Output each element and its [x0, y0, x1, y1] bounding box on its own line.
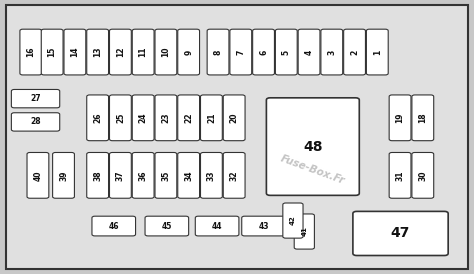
- FancyBboxPatch shape: [109, 95, 131, 141]
- FancyBboxPatch shape: [92, 216, 136, 236]
- Text: 47: 47: [391, 226, 410, 241]
- Text: 36: 36: [139, 170, 147, 181]
- Text: 35: 35: [162, 170, 170, 181]
- Text: 31: 31: [396, 170, 404, 181]
- Text: 8: 8: [214, 49, 222, 55]
- FancyBboxPatch shape: [155, 29, 177, 75]
- Text: 45: 45: [162, 222, 172, 230]
- Text: 25: 25: [116, 113, 125, 123]
- Text: 46: 46: [109, 222, 119, 230]
- Text: 22: 22: [184, 113, 193, 123]
- Text: 12: 12: [116, 47, 125, 57]
- FancyBboxPatch shape: [412, 152, 434, 198]
- FancyBboxPatch shape: [132, 29, 154, 75]
- FancyBboxPatch shape: [53, 152, 74, 198]
- FancyBboxPatch shape: [11, 113, 60, 131]
- FancyBboxPatch shape: [266, 98, 359, 195]
- Text: 7: 7: [237, 49, 245, 55]
- FancyBboxPatch shape: [145, 216, 189, 236]
- FancyBboxPatch shape: [178, 152, 200, 198]
- FancyBboxPatch shape: [109, 152, 131, 198]
- Text: 5: 5: [282, 50, 291, 55]
- Text: Fuse-Box.Fr: Fuse-Box.Fr: [279, 154, 346, 186]
- Text: 11: 11: [139, 47, 147, 57]
- FancyBboxPatch shape: [253, 29, 274, 75]
- Text: 43: 43: [258, 222, 269, 230]
- FancyBboxPatch shape: [155, 95, 177, 141]
- FancyBboxPatch shape: [207, 29, 229, 75]
- FancyBboxPatch shape: [223, 95, 245, 141]
- FancyBboxPatch shape: [353, 212, 448, 255]
- Text: 27: 27: [30, 94, 41, 103]
- Text: 40: 40: [34, 170, 42, 181]
- FancyBboxPatch shape: [195, 216, 239, 236]
- Text: 30: 30: [419, 170, 427, 181]
- Text: 9: 9: [184, 49, 193, 55]
- Text: 20: 20: [230, 113, 238, 123]
- FancyBboxPatch shape: [230, 29, 252, 75]
- Text: 48: 48: [303, 139, 323, 154]
- Text: 10: 10: [162, 47, 170, 57]
- Text: 14: 14: [71, 47, 79, 57]
- Text: 15: 15: [48, 47, 56, 57]
- Text: 42: 42: [290, 216, 296, 226]
- Text: 26: 26: [93, 113, 102, 123]
- Text: 41: 41: [301, 227, 307, 236]
- FancyBboxPatch shape: [64, 29, 86, 75]
- Text: 23: 23: [162, 113, 170, 123]
- Text: 13: 13: [93, 47, 102, 57]
- FancyBboxPatch shape: [155, 152, 177, 198]
- FancyBboxPatch shape: [178, 29, 200, 75]
- FancyBboxPatch shape: [87, 152, 109, 198]
- FancyBboxPatch shape: [27, 152, 49, 198]
- Text: 2: 2: [350, 49, 359, 55]
- Text: 33: 33: [207, 170, 216, 181]
- FancyBboxPatch shape: [201, 95, 222, 141]
- FancyBboxPatch shape: [412, 95, 434, 141]
- FancyBboxPatch shape: [201, 152, 222, 198]
- FancyBboxPatch shape: [41, 29, 63, 75]
- Text: 44: 44: [212, 222, 222, 230]
- Text: 39: 39: [59, 170, 68, 181]
- FancyBboxPatch shape: [389, 152, 411, 198]
- FancyBboxPatch shape: [87, 29, 109, 75]
- FancyBboxPatch shape: [11, 90, 60, 108]
- FancyBboxPatch shape: [87, 95, 109, 141]
- Text: 21: 21: [207, 113, 216, 123]
- Text: 1: 1: [373, 49, 382, 55]
- Text: 37: 37: [116, 170, 125, 181]
- FancyBboxPatch shape: [20, 29, 42, 75]
- FancyBboxPatch shape: [298, 29, 320, 75]
- Text: 4: 4: [305, 49, 313, 55]
- Text: 3: 3: [328, 49, 336, 55]
- FancyBboxPatch shape: [275, 29, 297, 75]
- FancyBboxPatch shape: [132, 152, 154, 198]
- FancyBboxPatch shape: [283, 203, 303, 238]
- FancyBboxPatch shape: [389, 95, 411, 141]
- FancyBboxPatch shape: [344, 29, 365, 75]
- FancyBboxPatch shape: [178, 95, 200, 141]
- Text: 28: 28: [30, 118, 41, 126]
- FancyBboxPatch shape: [366, 29, 388, 75]
- FancyBboxPatch shape: [132, 95, 154, 141]
- FancyBboxPatch shape: [321, 29, 343, 75]
- FancyBboxPatch shape: [294, 214, 314, 249]
- Text: 24: 24: [139, 113, 147, 123]
- Text: 38: 38: [93, 170, 102, 181]
- FancyBboxPatch shape: [223, 152, 245, 198]
- FancyBboxPatch shape: [242, 216, 285, 236]
- Text: 32: 32: [230, 170, 238, 181]
- Text: 34: 34: [184, 170, 193, 181]
- FancyBboxPatch shape: [109, 29, 131, 75]
- Text: 6: 6: [259, 49, 268, 55]
- Text: 18: 18: [419, 113, 427, 123]
- Text: 19: 19: [396, 113, 404, 123]
- Text: 16: 16: [27, 47, 35, 57]
